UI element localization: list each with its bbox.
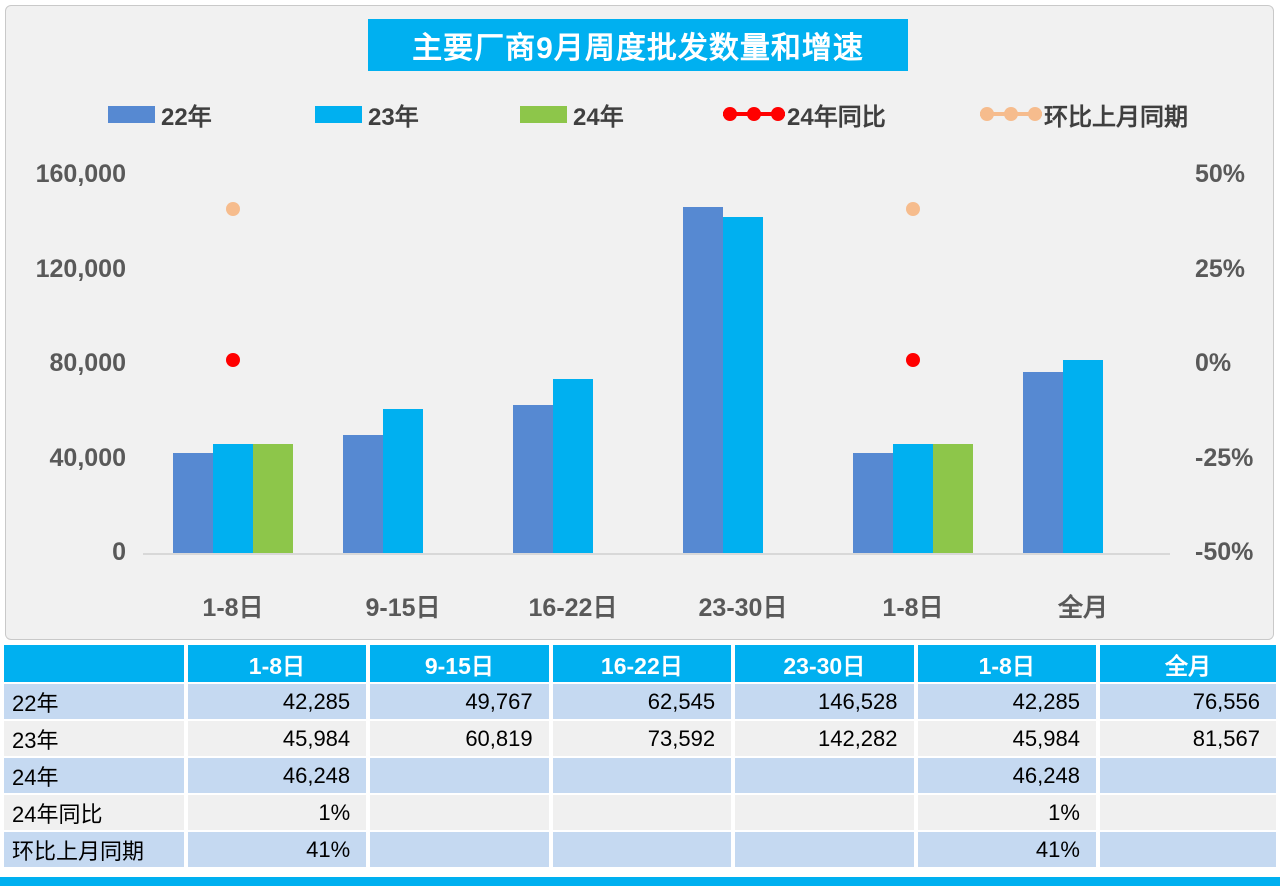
table-cell: 76,556: [1099, 684, 1276, 719]
table-cell: [1099, 795, 1276, 830]
table-header-cell: 1-8日: [187, 645, 367, 682]
table-cell: 42,285: [187, 684, 367, 719]
legend-dot-icon: [1004, 107, 1018, 121]
table-cell: 1%: [187, 795, 367, 830]
table-row-24年: 24年 46,248 46,248: [4, 758, 1276, 793]
legend-label: 22年: [161, 103, 212, 131]
legend-label: 24年同比: [787, 103, 886, 131]
table-cell: 60,819: [370, 721, 549, 756]
row-label: 环比上月同期: [4, 832, 184, 867]
table-cell: 81,567: [1099, 721, 1276, 756]
table-cell: 46,248: [917, 758, 1096, 793]
chart-legend: 22年 23年 24年 24年同比 环比上月同期: [0, 100, 1280, 132]
table-cell: [1099, 832, 1276, 867]
legend-item-环比上月同期: 环比上月同期: [980, 100, 1188, 131]
table-header-cell: 9-15日: [370, 645, 549, 682]
table-cell: [552, 832, 732, 867]
table-cell: [1099, 758, 1276, 793]
legend-dot-icon: [771, 107, 785, 121]
table-cell: 41%: [187, 832, 367, 867]
legend-swatch-icon: [108, 105, 155, 123]
row-label: 24年: [4, 758, 184, 793]
table-header-cell: 16-22日: [552, 645, 732, 682]
legend-dot-icon: [1028, 107, 1042, 121]
table-row-22年: 22年 42,285 49,767 62,545 146,528 42,285 76,556: [4, 684, 1276, 719]
table-cell: 42,285: [917, 684, 1096, 719]
table-cell: 1%: [917, 795, 1096, 830]
legend-label: 23年: [368, 103, 419, 131]
table-header-cell: 全月: [1099, 645, 1276, 682]
legend-item-24年同比: 24年同比: [723, 100, 886, 131]
row-label: 24年同比: [4, 795, 184, 830]
legend-line-marker-icon: [980, 107, 1042, 121]
table-header-cell: 23-30日: [735, 645, 914, 682]
table-cell: 41%: [917, 832, 1096, 867]
legend-swatch-icon: [520, 105, 567, 123]
legend-label: 24年: [573, 103, 624, 131]
table-cell: 142,282: [735, 721, 914, 756]
table-row-23年: 23年 45,984 60,819 73,592 142,282 45,984 81,567: [4, 721, 1276, 756]
row-label: 23年: [4, 721, 184, 756]
legend-dot-icon: [980, 107, 994, 121]
table-cell: 62,545: [552, 684, 732, 719]
row-label: 22年: [4, 684, 184, 719]
table-cell: 46,248: [187, 758, 367, 793]
table-cell: [552, 758, 732, 793]
legend-dot-icon: [723, 107, 737, 121]
table-cell: [735, 795, 914, 830]
legend-line-marker-icon: [723, 107, 785, 121]
legend-item-24年: 24年: [520, 100, 624, 131]
legend-dot-icon: [747, 107, 761, 121]
table-cell: 146,528: [735, 684, 914, 719]
table-header-row: 1-8日 9-15日 16-22日 23-30日 1-8日 全月: [4, 645, 1276, 682]
data-table: 1-8日 9-15日 16-22日 23-30日 1-8日 全月 22年 42,285 49,7…: [0, 643, 1280, 869]
table-bottom-bar: [0, 877, 1280, 886]
table-cell: [552, 795, 732, 830]
data-table-wrap: 1-8日 9-15日 16-22日 23-30日 1-8日 全月 22年 42,285 49,7…: [0, 643, 1280, 886]
table-cell: [370, 795, 549, 830]
legend-item-22年: 22年: [108, 100, 212, 131]
table-cell: 45,984: [917, 721, 1096, 756]
table-row-环比上月同期: 环比上月同期 41% 41%: [4, 832, 1276, 867]
table-corner-cell: [4, 645, 184, 682]
table-cell: [370, 832, 549, 867]
table-cell: [370, 758, 549, 793]
table-cell: 73,592: [552, 721, 732, 756]
legend-label: 环比上月同期: [1044, 103, 1188, 131]
legend-swatch-icon: [315, 105, 362, 123]
table-cell: 49,767: [370, 684, 549, 719]
table-cell: [735, 758, 914, 793]
table-row-24年同比: 24年同比 1% 1%: [4, 795, 1276, 830]
table-cell: [735, 832, 914, 867]
legend-item-23年: 23年: [315, 100, 419, 131]
chart-title: 主要厂商9月周度批发数量和增速: [368, 19, 908, 71]
table-cell: 45,984: [187, 721, 367, 756]
table-header-cell: 1-8日: [917, 645, 1096, 682]
